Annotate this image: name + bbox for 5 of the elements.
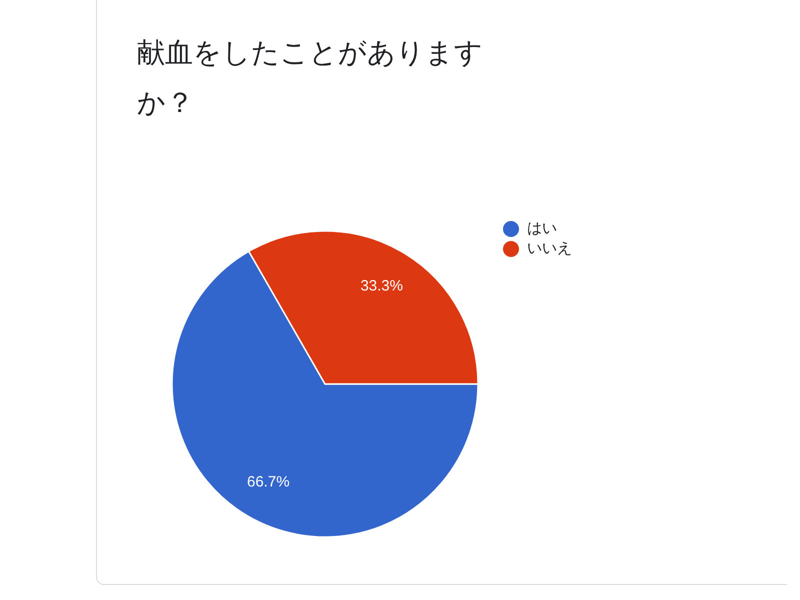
legend-label: いいえ bbox=[527, 239, 572, 257]
chart-title: 献血をしたことがありますか？ bbox=[137, 35, 484, 121]
data-label: 66.7% bbox=[247, 473, 290, 490]
legend-label: はい bbox=[527, 219, 557, 237]
data-label: 33.3% bbox=[360, 278, 403, 295]
